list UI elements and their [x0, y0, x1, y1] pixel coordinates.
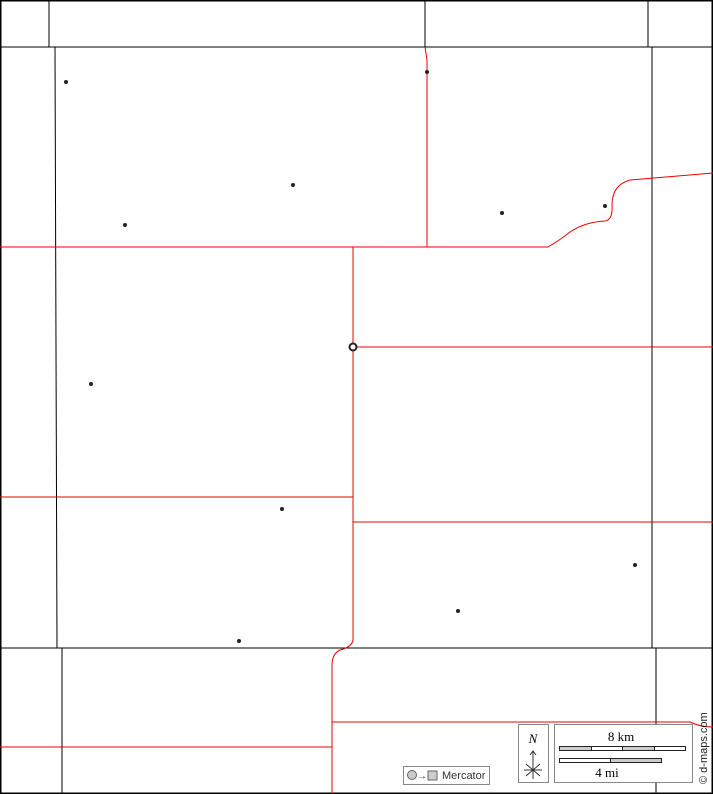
projection-label: Mercator: [442, 770, 486, 782]
county-line: [54, 46, 58, 649]
projection-legend: → Mercator: [403, 766, 490, 785]
north-label: N: [528, 731, 539, 746]
map-square-icon: [427, 770, 438, 781]
place-dot: [633, 563, 637, 567]
boundary-lines: [0, 46, 713, 794]
boundary-line: [424, 46, 428, 247]
place-dot: [425, 70, 429, 74]
globe-icon: [407, 770, 417, 780]
boundary-line: [331, 247, 354, 794]
place-dot: [280, 507, 284, 511]
north-arrow: N: [518, 724, 549, 783]
place-dot: [89, 382, 93, 386]
county-seat-marker: [348, 342, 358, 352]
place-dot: [456, 609, 460, 613]
place-dot: [64, 80, 68, 84]
compass-icon: [524, 750, 542, 779]
boundary-line: [332, 721, 713, 728]
scale-km-label: 8 km: [608, 729, 634, 744]
place-dot: [291, 183, 295, 187]
place-dot: [500, 211, 504, 215]
boundary-line: [0, 172, 713, 248]
place-dot: [237, 639, 241, 643]
scale-mi-label: 4 mi: [595, 765, 619, 780]
place-dot: [123, 223, 127, 227]
mi-scale: [559, 758, 662, 763]
scale-bar: 8 km 4 mi: [554, 724, 693, 783]
credit-label: © d-maps.com: [698, 712, 710, 784]
km-scale: [559, 746, 686, 751]
place-dot: [603, 204, 607, 208]
arrow-icon: →: [417, 771, 427, 782]
places: [64, 70, 637, 643]
